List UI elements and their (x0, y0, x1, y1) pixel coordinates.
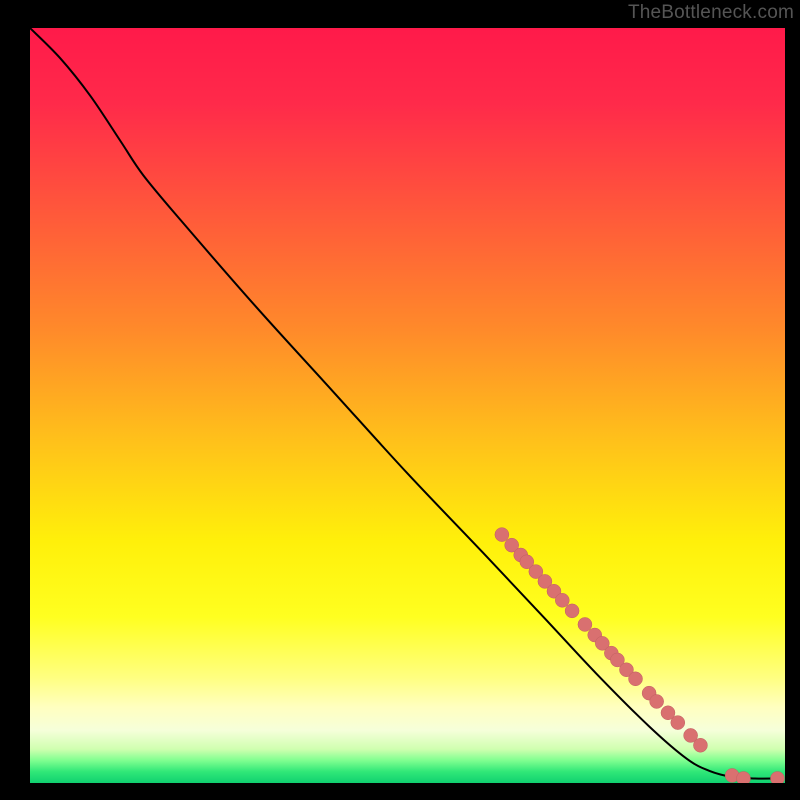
marker-point (578, 617, 592, 631)
marker-point (629, 672, 643, 686)
chart-container (30, 28, 785, 783)
marker-point (565, 604, 579, 618)
watermark-text: TheBottleneck.com (628, 2, 794, 24)
marker-point (671, 716, 685, 730)
chart-svg (30, 28, 785, 783)
marker-point (650, 694, 664, 708)
chart-background (30, 28, 785, 783)
marker-point (736, 771, 750, 783)
marker-point (495, 528, 509, 542)
marker-point (770, 771, 784, 783)
marker-point (693, 738, 707, 752)
marker-point (555, 593, 569, 607)
